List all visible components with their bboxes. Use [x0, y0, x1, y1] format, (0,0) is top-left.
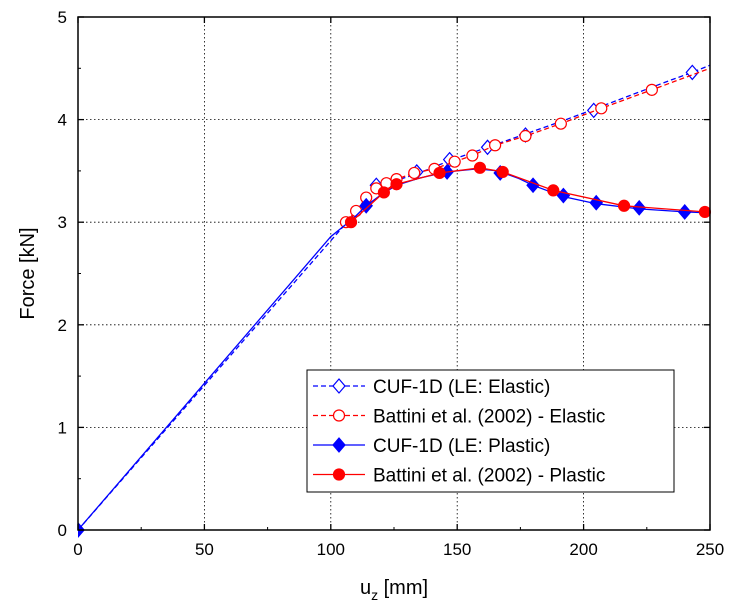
legend-label: Battini et al. (2002) - Plastic: [373, 466, 605, 487]
x-tick-label: 100: [317, 540, 345, 559]
data-point-diamond: [589, 194, 604, 211]
legend: CUF-1D (LE: Elastic) Battini et al. (2002…: [306, 369, 675, 493]
legend-item-2: Battini et al. (2002) - Elastic: [313, 407, 605, 428]
data-point-diamond: [677, 204, 692, 220]
legend-label: CUF-1D (LE: Elastic): [373, 377, 550, 398]
data-point-circle: [595, 102, 608, 115]
y-tick-label: 1: [58, 418, 67, 437]
x-tick-label: 150: [443, 540, 471, 559]
data-point-diamond: [332, 378, 346, 394]
data-point-diamond: [685, 64, 700, 81]
data-point-circle: [390, 178, 403, 191]
data-point-circle: [408, 166, 421, 180]
y-axis-label: Force [kN]: [17, 227, 39, 319]
data-point-circle: [554, 117, 567, 130]
data-point-circle: [617, 199, 631, 212]
x-axis-label: uz [mm]: [360, 577, 428, 603]
data-point-diamond: [632, 199, 647, 216]
data-point-circle: [645, 83, 658, 96]
x-tick-label: 200: [569, 540, 597, 559]
data-point-circle: [489, 139, 502, 152]
data-point-circle: [698, 205, 712, 219]
x-tick-label: 250: [696, 540, 724, 559]
series-2: [339, 67, 711, 229]
data-point-circle: [332, 468, 346, 481]
x-tick-label: 50: [195, 540, 214, 559]
data-point-circle: [332, 409, 346, 422]
y-tick-label: 2: [58, 316, 67, 335]
data-point-circle: [466, 149, 479, 162]
series-4: [344, 161, 712, 229]
data-point-diamond: [359, 197, 373, 214]
data-point-circle: [473, 161, 487, 174]
y-tick-label: 4: [58, 111, 67, 130]
data-point-circle: [377, 186, 390, 199]
data-point-circle: [448, 155, 461, 168]
legend-item-3: CUF-1D (LE: Plastic): [313, 436, 550, 457]
data-point-circle: [496, 165, 509, 179]
plot-series: [78, 64, 712, 538]
data-point-circle: [547, 184, 560, 197]
y-tick-label: 5: [58, 8, 67, 27]
data-point-diamond: [526, 177, 540, 194]
legend-label: Battini et al. (2002) - Elastic: [373, 407, 605, 428]
data-point-diamond: [332, 437, 346, 453]
y-tick-label: 3: [58, 213, 67, 232]
legend-item-1: CUF-1D (LE: Elastic): [313, 377, 550, 398]
legend-item-4: Battini et al. (2002) - Plastic: [313, 466, 605, 487]
data-point-circle: [433, 166, 446, 180]
x-tick-label: 0: [73, 540, 82, 559]
legend-label: CUF-1D (LE: Plastic): [373, 436, 550, 457]
axis-ticks: 0 50 100 150 200 250 0 1 2 3 4 5: [58, 8, 725, 559]
data-point-circle: [344, 216, 358, 229]
y-tick-label: 0: [58, 521, 67, 540]
data-point-circle: [519, 129, 532, 143]
legend-box: [306, 369, 675, 493]
